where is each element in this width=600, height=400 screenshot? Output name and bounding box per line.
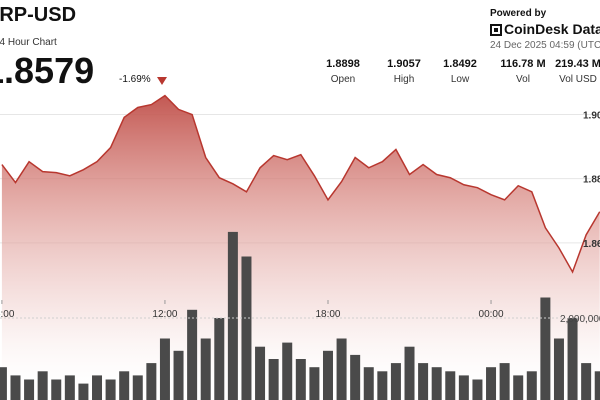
volume-bar — [255, 346, 266, 400]
y2-tick-label: 2,000,000 — [560, 314, 600, 325]
y-tick-label: 1.88 — [583, 175, 600, 186]
title: XRP-USD — [0, 4, 77, 26]
stat-label: Vol USD — [559, 74, 597, 85]
volume-bar — [418, 363, 429, 400]
volume-bar — [377, 371, 388, 400]
stat-value: 116.78 M — [500, 58, 546, 70]
volume-bar — [581, 363, 592, 400]
volume-bar — [322, 350, 333, 400]
volume-bar — [159, 338, 170, 400]
volume-bar — [187, 309, 198, 400]
volume-bar — [594, 371, 600, 400]
volume-bar — [431, 367, 442, 400]
volume-bar — [363, 367, 374, 400]
volume-bar — [458, 375, 469, 400]
volume-bar — [78, 383, 89, 400]
volume-bar — [105, 379, 116, 400]
stat-value: 1.9057 — [387, 58, 421, 70]
brand-logo — [490, 24, 502, 36]
volume-bar — [132, 375, 143, 400]
powered-by: Powered by — [490, 8, 547, 19]
volume-bar — [567, 318, 578, 400]
volume-bar — [37, 371, 48, 400]
volume-bar — [0, 367, 7, 400]
volume-bar — [350, 354, 361, 400]
x-tick-label: 18:00 — [315, 309, 340, 320]
volume-bar — [513, 375, 524, 400]
volume-bar — [526, 371, 537, 400]
price: 1.8579 — [0, 50, 95, 91]
volume-bar — [173, 350, 184, 400]
volume-bar — [10, 375, 21, 400]
volume-bar — [227, 231, 238, 400]
volume-bar — [146, 363, 157, 400]
price-line — [1, 94, 600, 274]
volume-bar — [119, 371, 130, 400]
x-tick-label: 06:00 — [0, 309, 15, 320]
subtitle: 24 Hour Chart — [0, 37, 57, 48]
x-tick-label: 12:00 — [152, 309, 177, 320]
stat-value: 219.43 M — [555, 58, 600, 70]
volume-bar — [268, 359, 279, 400]
volume-bar — [336, 338, 347, 400]
volume-bar — [200, 338, 211, 400]
change: -1.69% — [119, 74, 151, 85]
volume-bar — [282, 342, 293, 400]
brand: CoinDesk Data — [504, 21, 600, 37]
volume-bar — [472, 379, 483, 400]
stat-label: Low — [450, 74, 470, 85]
x-tick-label: 00:00 — [479, 309, 504, 320]
stat-value: 1.8898 — [326, 58, 360, 70]
timestamp: 24 Dec 2025 04:59 (UTC) — [490, 40, 600, 51]
y-tick-label: 1.86 — [583, 239, 600, 250]
volume-bar — [64, 375, 75, 400]
volume-bar — [92, 375, 103, 400]
volume-bar — [51, 379, 62, 400]
stat-label: Vol — [516, 74, 530, 85]
volume-bar — [241, 256, 252, 400]
volume-bar — [499, 363, 510, 400]
stat-label: High — [393, 74, 415, 85]
y-tick-label: 1.90 — [583, 111, 600, 122]
down-arrow — [157, 77, 167, 85]
volume-bar — [390, 363, 401, 400]
volume-bar — [540, 297, 551, 400]
stat-label: Open — [330, 74, 356, 85]
stat-value: 1.8492 — [443, 58, 477, 70]
volume-bar — [486, 367, 497, 400]
volume-bar — [295, 359, 306, 400]
volume-bar — [445, 371, 456, 400]
volume-bar — [309, 367, 320, 400]
volume-bar — [24, 379, 35, 400]
price-area — [1, 95, 600, 400]
volume-bar — [214, 318, 225, 400]
volume-bar — [553, 338, 564, 400]
volume-bar — [404, 346, 415, 400]
